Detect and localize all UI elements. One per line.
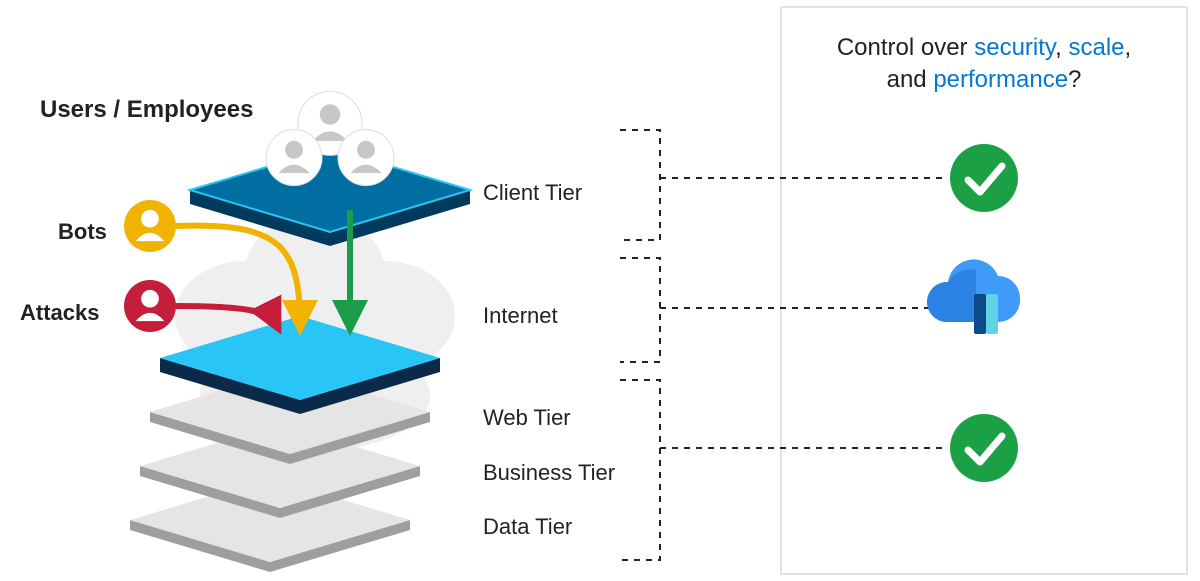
bracket-lower-tiers (620, 380, 944, 560)
bots-icon (124, 200, 176, 252)
bracket-internet (620, 258, 944, 362)
attacks-icon (124, 280, 176, 332)
diagram-svg (0, 0, 1200, 581)
platter-client-tier (190, 148, 470, 246)
bracket-client-tier (620, 130, 944, 240)
cloud-service-icon (927, 259, 1020, 334)
check-icon-client (950, 144, 1018, 212)
check-icon-lower (950, 414, 1018, 482)
